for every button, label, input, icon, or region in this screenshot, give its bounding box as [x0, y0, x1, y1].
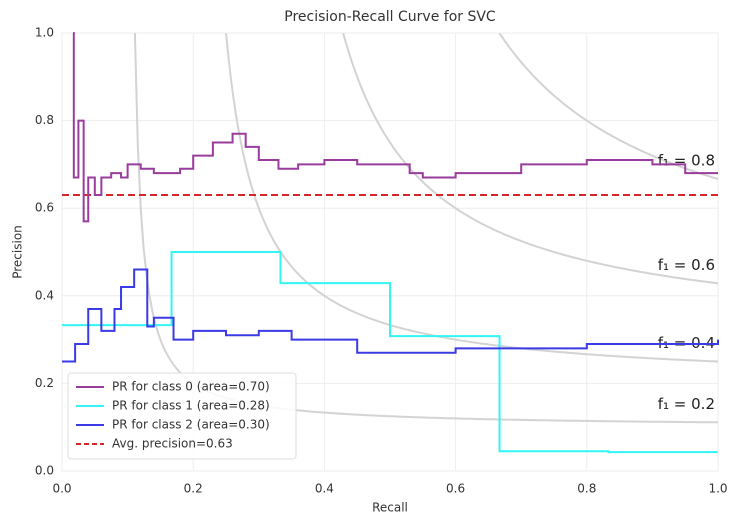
legend-label: Avg. precision=0.63 — [112, 437, 233, 451]
iso-f1-label: f₁ = 0.2 — [658, 395, 715, 413]
legend-label: PR for class 1 (area=0.28) — [112, 399, 270, 413]
iso-f1-curve — [498, 33, 718, 180]
chart-title: Precision-Recall Curve for SVC — [284, 9, 496, 25]
x-tick-label: 0.8 — [577, 482, 596, 496]
legend-box — [67, 372, 297, 460]
y-tick-label: 0.2 — [35, 376, 54, 390]
x-axis-label: Recall — [372, 501, 408, 515]
iso-f1-label: f₁ = 0.6 — [658, 256, 715, 274]
y-tick-label: 0.8 — [35, 113, 54, 127]
y-tick-label: 1.0 — [35, 26, 54, 40]
pr-line — [62, 268, 719, 363]
y-axis-label: Precision — [11, 225, 25, 279]
y-tick-label: 0.4 — [35, 288, 54, 302]
x-tick-label: 0.0 — [52, 482, 71, 496]
x-tick-label: 0.2 — [184, 482, 203, 496]
x-tick-label: 0.4 — [315, 482, 334, 496]
x-tick-label: 0.6 — [446, 482, 465, 496]
pr-line — [72, 32, 718, 223]
legend-label: PR for class 2 (area=0.30) — [112, 418, 270, 432]
iso-f1-label: f₁ = 0.8 — [658, 152, 715, 170]
legend-label: PR for class 0 (area=0.70) — [112, 380, 270, 394]
y-tick-label: 0.0 — [35, 464, 54, 478]
y-tick-label: 0.6 — [35, 201, 54, 215]
x-tick-label: 1.0 — [708, 482, 727, 496]
pr-line — [62, 251, 718, 454]
